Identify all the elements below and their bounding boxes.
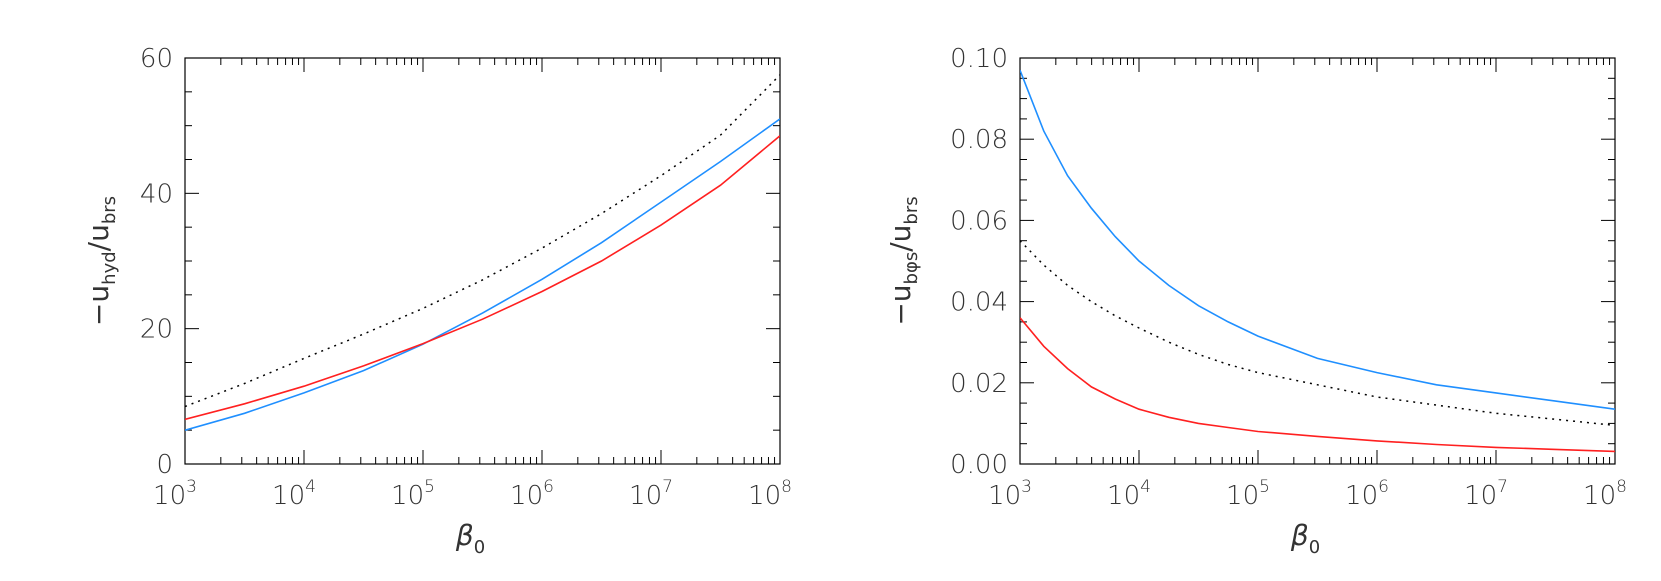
x-tick-label: 106 — [510, 477, 554, 511]
blue-curve — [1020, 69, 1615, 410]
x-tick-label: 108 — [748, 477, 792, 511]
x-axis-title: β0 — [455, 519, 485, 558]
x-tick-label: 107 — [1464, 477, 1508, 511]
y-tick-label: 0.06 — [950, 206, 1008, 236]
y-tick-label: 60 — [140, 44, 173, 74]
x-tick-label: 104 — [272, 477, 316, 511]
x-tick-label: 103 — [988, 477, 1032, 511]
red-curve — [1020, 317, 1615, 453]
chart-panel-2: 103 104 105 106 107 108 0.00 0.02 0.04 0.06 0.08 0.… — [884, 44, 1627, 558]
y-tick-label: 0.08 — [950, 125, 1008, 155]
x-tick-label: 108 — [1583, 477, 1627, 511]
dotted-curve — [185, 74, 780, 408]
chart-panel-1: 103 104 105 106 107 108 0 20 40 60 β0 −uhyd/ubrs — [82, 44, 792, 558]
y-axis-title: −uhyd/ubrs — [82, 196, 120, 326]
x-tick-label: 104 — [1107, 477, 1151, 511]
x-tick-label: 105 — [391, 477, 435, 511]
y-tick-label: 20 — [140, 315, 173, 345]
plot-frame — [1019, 57, 1616, 465]
x-tick-label: 105 — [1226, 477, 1270, 511]
red-curve — [185, 135, 780, 421]
y-tick-label: 0 — [156, 450, 173, 480]
y-tick-label: 0.02 — [950, 369, 1008, 399]
x-axis-title: β0 — [1290, 519, 1320, 558]
y-tick-label: 40 — [140, 179, 173, 209]
y-tick-label: 0.10 — [950, 44, 1008, 74]
y-tick-label: 0.00 — [950, 450, 1008, 480]
blue-curve — [185, 118, 780, 431]
y-tick-label: 0.04 — [950, 288, 1008, 318]
x-tick-label: 103 — [153, 477, 197, 511]
y-axis-title: −ubφs/ubrs — [884, 196, 922, 325]
x-tick-label: 106 — [1345, 477, 1389, 511]
x-tick-label: 107 — [629, 477, 673, 511]
